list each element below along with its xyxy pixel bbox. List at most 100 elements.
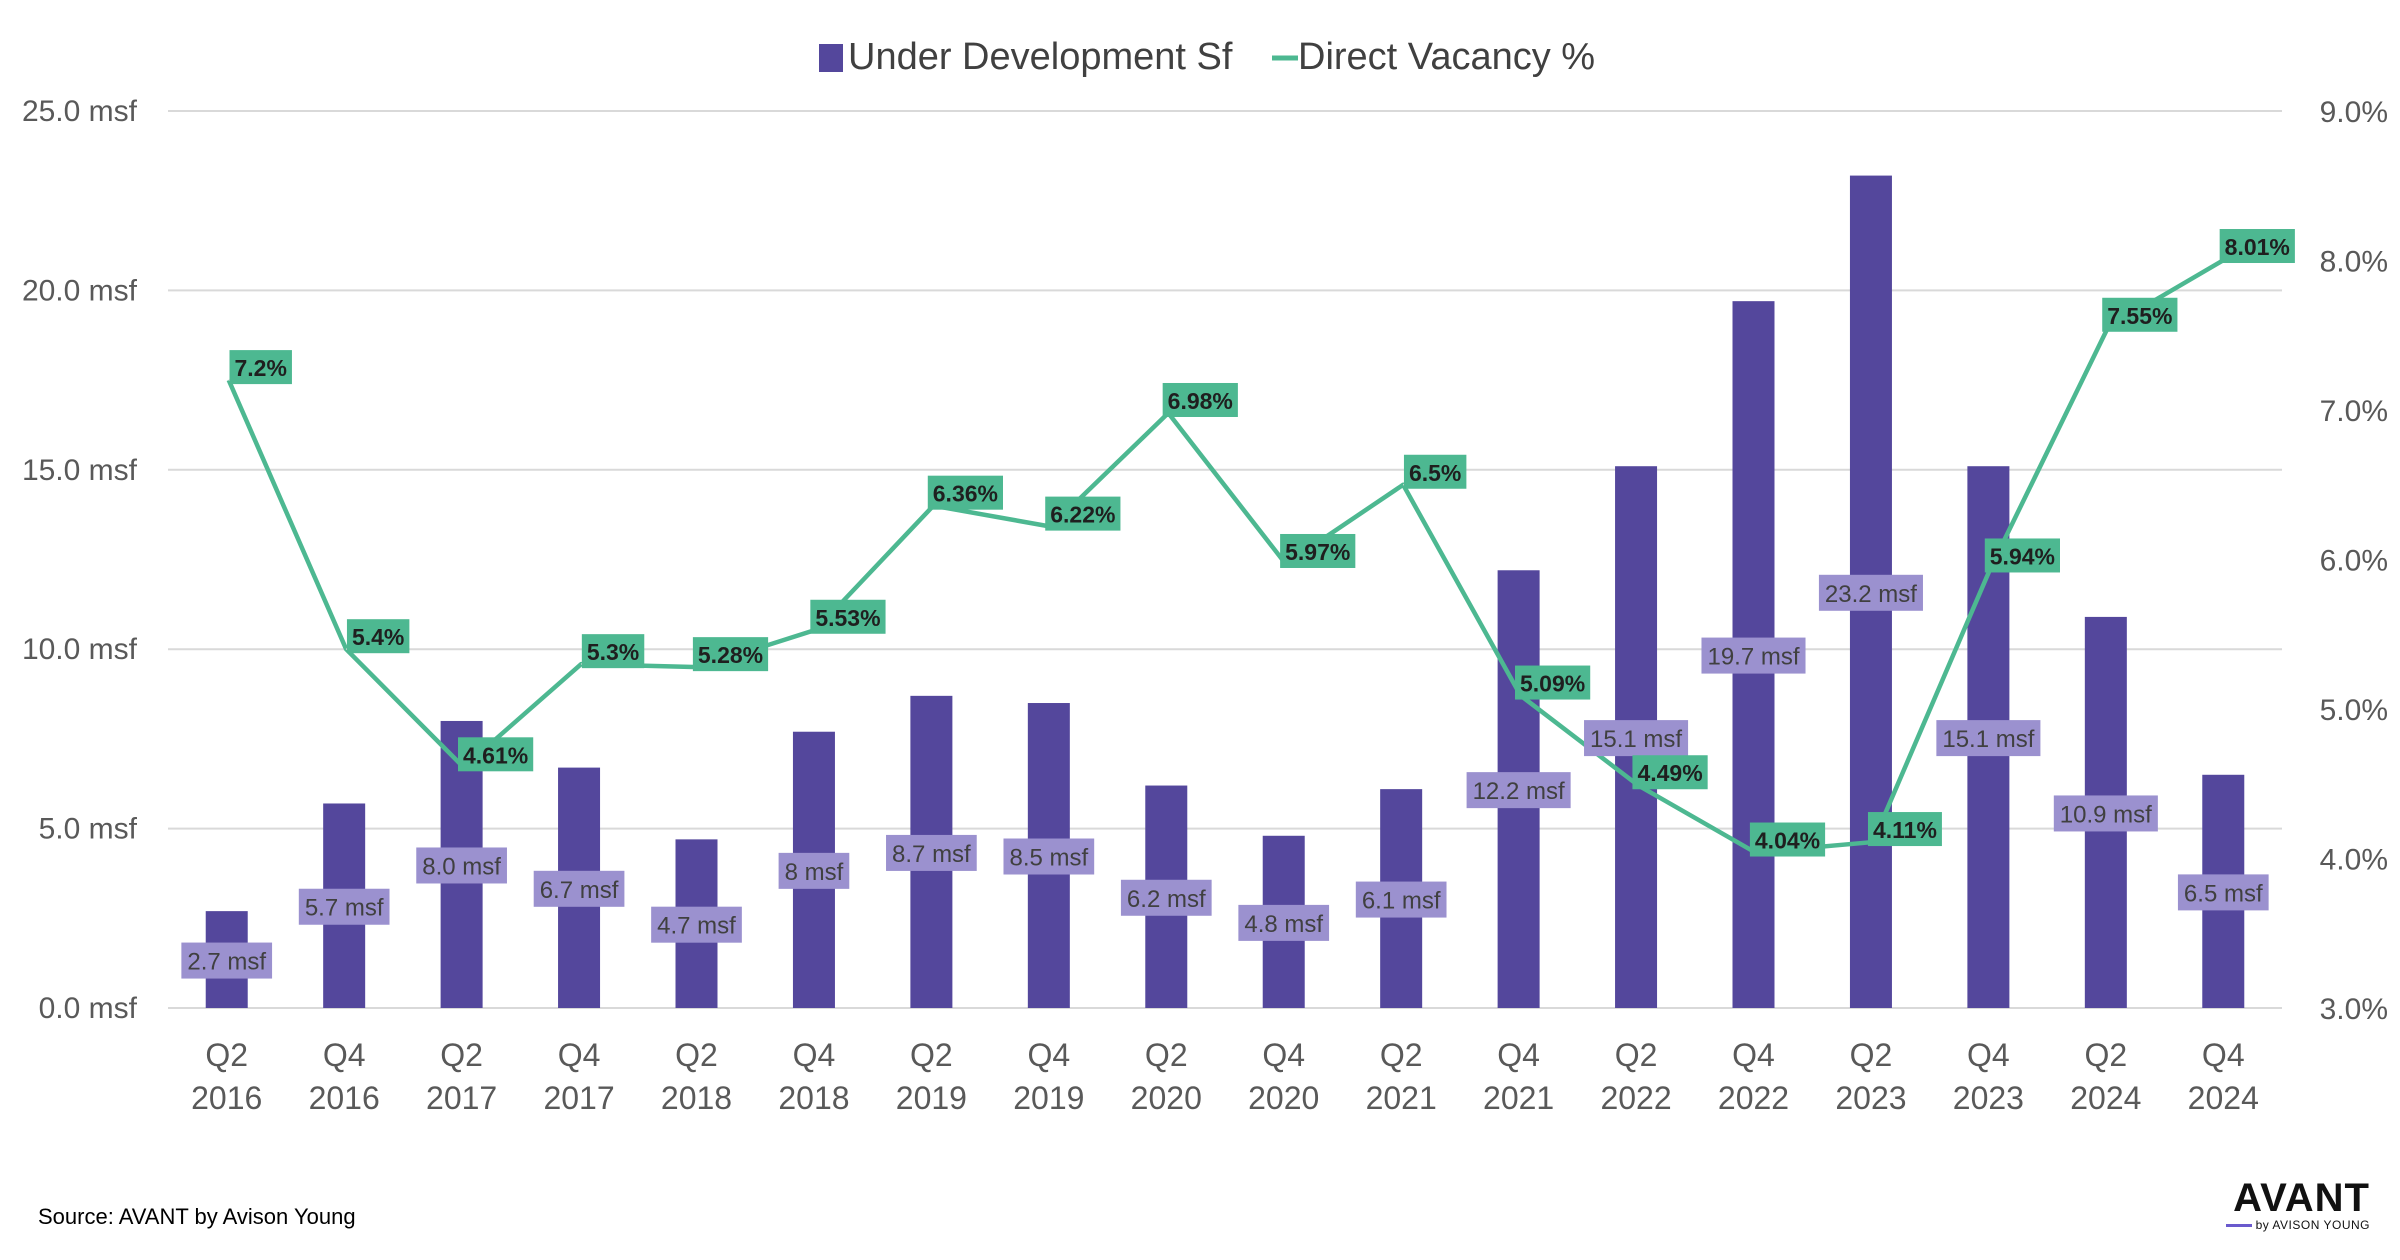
bar-label-text: 19.7 msf [1707, 644, 1799, 671]
y-right-tick-label: 8.0% [2320, 246, 2388, 279]
bar-data-label: 6.2 msf [1120, 879, 1212, 916]
x-tick-year: 2019 [896, 1080, 967, 1116]
x-tick-year: 2024 [2188, 1080, 2259, 1116]
line-data-label: 4.04% [1749, 822, 1826, 857]
logo-accent-bar [2225, 1224, 2252, 1228]
gridlines [168, 110, 2282, 1009]
line-label-bg [2102, 297, 2178, 332]
bar-label-bg [1355, 881, 1447, 918]
x-tick-year: 2016 [191, 1080, 262, 1116]
x-tick-year: 2017 [426, 1080, 497, 1116]
line-label-bg [1632, 755, 1708, 790]
line-label-bg [1045, 496, 1121, 531]
line-label-bg [346, 619, 410, 654]
axes: 0.0 msf 5.0 msf 10.0 msf 15.0 msf 20.0 msf 25… [22, 95, 2388, 1116]
x-tick-year: 2016 [309, 1080, 380, 1116]
bar-label-bg [886, 834, 977, 871]
line-label-bg [1749, 822, 1826, 857]
line-data-label: 5.28% [692, 637, 769, 672]
bar-label-bg [1466, 772, 1571, 809]
source-note: Source: AVANT by Avison Young [38, 1204, 356, 1229]
bar-label-text: 2.7 msf [187, 949, 266, 976]
line-data-label: 5.09% [1515, 665, 1591, 700]
bar-label-bg [1238, 904, 1330, 941]
bar-label-text: 23.2 msf [1825, 581, 1917, 608]
line-data-label: 4.49% [1632, 755, 1708, 790]
line-label-bg [2219, 229, 2295, 264]
line-data-label: 6.98% [1162, 382, 1238, 417]
x-tick-year: 2023 [1835, 1080, 1906, 1116]
chart: 2.7 msf 5.7 msf 8.0 msf 6.7 msf 4.7 msf 8 msf… [22, 36, 2388, 1116]
bar-label-text: 6.2 msf [1127, 886, 1206, 913]
x-tick-quarter: Q4 [558, 1037, 601, 1073]
vacancy-line-path [226, 257, 2227, 855]
x-tick-year: 2019 [1013, 1080, 1084, 1116]
bar-label-bg [298, 888, 390, 925]
line-label-bg [1867, 812, 1942, 847]
bar-label-bg [2177, 874, 2269, 911]
bar-label-bg [1584, 720, 1689, 757]
line-data-label: 5.53% [810, 599, 886, 634]
bar-label-text: 15.1 msf [1942, 726, 2034, 753]
x-tick-year: 2022 [1718, 1080, 1789, 1116]
x-tick-quarter: Q2 [1145, 1037, 1188, 1073]
x-tick-quarter: Q2 [675, 1037, 718, 1073]
bar-label-text: 5.7 msf [305, 895, 384, 922]
x-tick-quarter: Q2 [1850, 1037, 1893, 1073]
bar-data-label: 8 msf [778, 852, 850, 889]
line-label-bg [1162, 382, 1238, 417]
bar-label-text: 8.0 msf [422, 853, 501, 880]
line-label-text: 7.2% [235, 355, 287, 381]
line-data-label: 5.94% [1984, 538, 2060, 573]
line-data-label: 7.55% [2102, 297, 2178, 332]
x-tick-quarter: Q2 [440, 1037, 483, 1073]
line-data-label: 6.5% [1403, 454, 1467, 489]
line-label-text: 4.49% [1637, 760, 1702, 786]
bar-label-bg [1701, 637, 1806, 674]
x-tick-quarter: Q4 [323, 1037, 366, 1073]
bar-label-text: 8 msf [785, 859, 844, 886]
x-tick-year: 2018 [661, 1080, 732, 1116]
bar-label-bg [181, 942, 273, 979]
line-data-label: 5.4% [346, 619, 410, 654]
line-label-text: 5.28% [698, 642, 763, 668]
bar-label-text: 8.5 msf [1009, 845, 1088, 872]
legend: Under Development Sf Direct Vacancy % [819, 36, 1595, 78]
legend-bar-label: Under Development Sf [848, 36, 1233, 78]
bar-label-bg [1818, 574, 1923, 611]
bar-label-bg [416, 847, 507, 884]
x-tick-year: 2021 [1366, 1080, 1437, 1116]
y-left-tick-label: 10.0 msf [22, 633, 138, 666]
bar-label-bg [1936, 720, 2041, 757]
x-tick-quarter: Q4 [1027, 1037, 1070, 1073]
bar-data-label: 2.7 msf [181, 942, 273, 979]
bar-label-text: 6.7 msf [540, 877, 619, 904]
vacancy-line [226, 257, 2227, 855]
x-tick-year: 2017 [543, 1080, 614, 1116]
bar-data-label: 10.9 msf [2053, 795, 2158, 832]
x-tick-quarter: Q4 [1967, 1037, 2010, 1073]
bar-data-label: 4.7 msf [651, 906, 742, 943]
line-label-bg [692, 637, 769, 672]
line-data-labels: 7.2% 5.4% 4.61% 5.3% 5.28% 5.53% 6.36% 6.22% 6.9… [228, 229, 2295, 857]
line-data-label: 5.3% [580, 634, 645, 669]
line-label-bg [581, 634, 645, 669]
line-label-text: 5.09% [1520, 671, 1585, 697]
bar-data-label: 12.2 msf [1466, 772, 1571, 809]
bar-label-text: 6.5 msf [2184, 880, 2263, 907]
x-tick-quarter: Q2 [910, 1037, 953, 1073]
line-data-label: 4.61% [458, 737, 534, 772]
bar-data-label: 6.1 msf [1355, 881, 1447, 918]
line-label-bg [229, 350, 292, 385]
y-right-tick-label: 4.0% [2320, 844, 2388, 877]
x-tick-year: 2021 [1483, 1080, 1554, 1116]
x-tick-year: 2023 [1953, 1080, 2024, 1116]
x-tick-quarter: Q2 [205, 1037, 248, 1073]
bar-data-label: 8.0 msf [416, 847, 507, 884]
bar-data-label: 5.7 msf [298, 888, 390, 925]
line-label-text: 8.01% [2225, 234, 2290, 260]
x-tick-year: 2018 [778, 1080, 849, 1116]
logo-sub-text: by AVISON YOUNG [2255, 1218, 2370, 1232]
x-tick-quarter: Q4 [1497, 1037, 1540, 1073]
line-label-text: 5.97% [1285, 539, 1350, 565]
